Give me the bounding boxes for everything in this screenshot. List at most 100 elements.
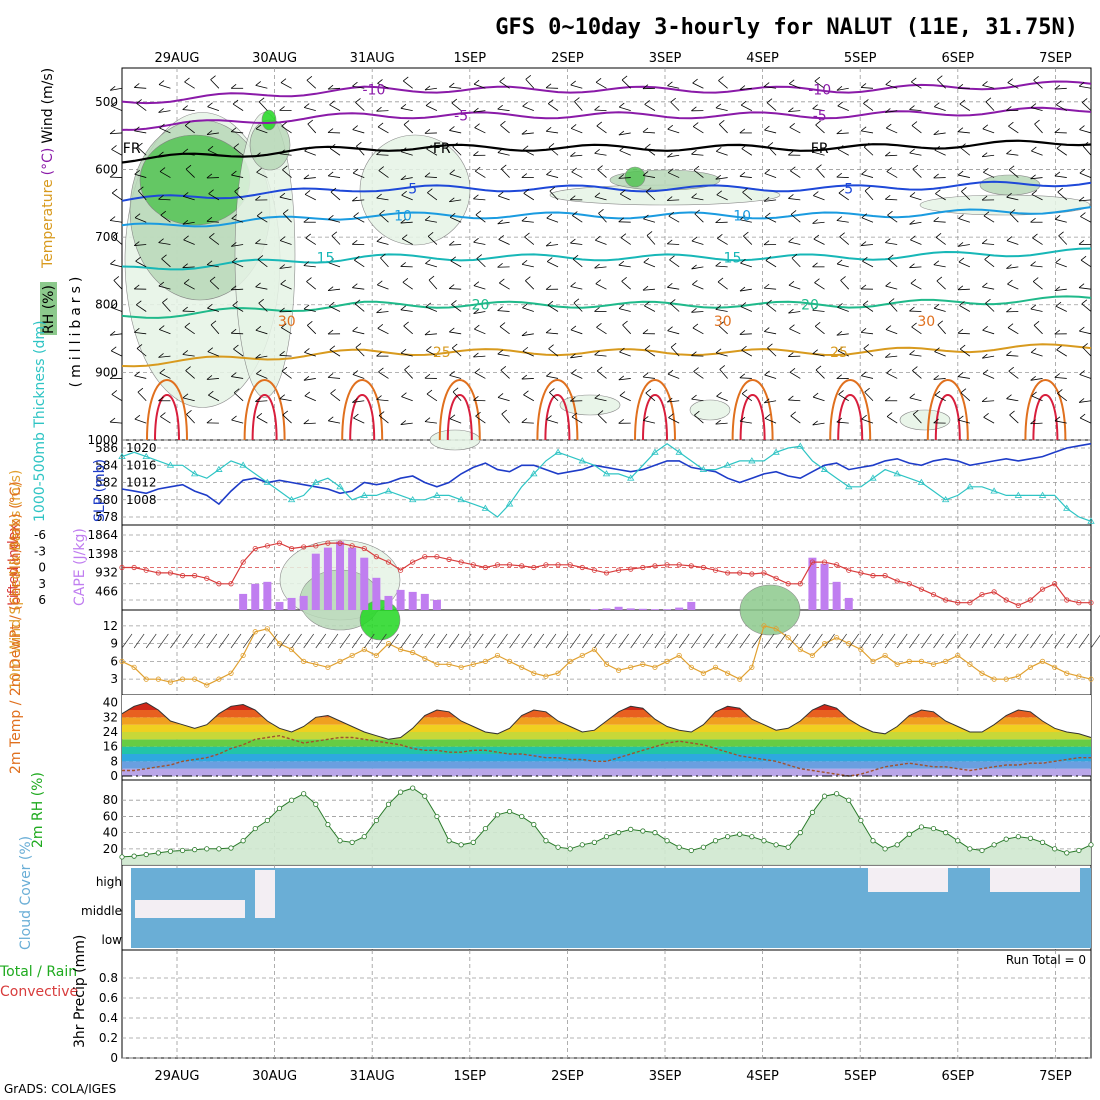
wind-speed-marker	[555, 670, 561, 676]
thickness-marker	[118, 452, 126, 460]
wind-barb	[305, 237, 317, 245]
wind-barb	[355, 102, 365, 111]
lifted-index-marker	[179, 573, 186, 579]
wind-barb-flag	[812, 262, 818, 268]
cape-bar	[372, 577, 381, 610]
thickness-marker	[166, 461, 175, 468]
wind-barb-flag	[113, 276, 120, 281]
wind-barb-flag	[981, 239, 988, 244]
wind-barb-flag	[231, 170, 237, 176]
rh2m-marker	[167, 848, 174, 854]
wind-barb-flag	[158, 396, 164, 402]
thickness-marker	[869, 474, 877, 481]
wind-barb-flag	[933, 217, 939, 222]
tick-label: 1008	[126, 493, 157, 507]
wind-barb-flag	[764, 169, 771, 174]
wind-barb	[861, 217, 874, 223]
wind-barb	[473, 285, 486, 290]
wind-barb	[500, 168, 510, 178]
date-label-bottom: 2SEP	[551, 1069, 584, 1084]
wind-barb-flag	[182, 105, 188, 110]
wind-barb	[717, 281, 728, 290]
lifted-index-marker	[288, 545, 295, 552]
wind-barb	[546, 174, 559, 178]
surface-wind-barb	[824, 633, 835, 649]
wind-barb-flag	[279, 149, 285, 155]
wind-barb-flag	[692, 280, 698, 285]
wind-barb	[303, 422, 316, 425]
temp-color-band	[122, 732, 1091, 740]
temp-line	[121, 702, 1092, 740]
surface-wind-barb	[666, 633, 678, 649]
rh-shading	[359, 134, 471, 246]
wind-barb-flag	[1079, 326, 1085, 332]
wind-barb-flag	[303, 217, 310, 223]
wind-barb	[449, 199, 462, 203]
wind-barb	[1081, 102, 1092, 111]
wind-barb	[619, 106, 631, 111]
wind-barb-flag	[861, 213, 868, 219]
wind-barb-flag	[692, 323, 699, 329]
wind-barb	[232, 103, 244, 111]
wind-barb	[812, 108, 825, 112]
wind-barb-flag	[619, 391, 626, 396]
wind-barb	[958, 174, 970, 178]
wind-barb	[933, 378, 946, 380]
wind-barb	[667, 373, 680, 379]
wind-speed-marker	[979, 670, 985, 676]
wind-barb	[449, 418, 462, 424]
lifted-index-marker	[930, 591, 937, 598]
wind-barb	[233, 392, 244, 402]
wind-barb	[450, 260, 462, 268]
wind-barb-flag	[691, 193, 697, 198]
lifted-index-marker	[167, 570, 174, 576]
lifted-index-marker	[325, 540, 331, 546]
isotherm-label: FR	[811, 141, 829, 157]
surface-wind-barb	[497, 633, 508, 649]
wind-barb-flag	[716, 190, 722, 196]
wind-barb	[739, 87, 752, 90]
wind-barb	[548, 147, 559, 156]
surface-wind-barb	[1042, 633, 1053, 649]
wind-barb-flag	[812, 305, 818, 311]
wind-barb	[888, 302, 898, 312]
dewpoint-line	[122, 734, 1091, 777]
cape-bar	[663, 609, 672, 610]
wind-barb-flag	[619, 189, 626, 195]
wind-barb-flag	[719, 365, 726, 370]
wind-barb	[570, 154, 583, 157]
wind-barb-flag	[790, 166, 796, 172]
thickness-marker	[966, 483, 974, 490]
date-label-top: 1SEP	[454, 51, 487, 66]
rh2m-marker	[276, 805, 283, 811]
wind-speed-marker	[918, 658, 925, 664]
wind-barb	[764, 331, 777, 335]
rh2m-marker	[422, 793, 428, 799]
wind-barb-flag	[352, 326, 358, 332]
wind-barb	[186, 414, 195, 424]
wind-speed-marker	[179, 676, 186, 682]
wind-barb-flag	[134, 213, 141, 219]
rh2m-marker	[749, 834, 755, 840]
wind-barb	[354, 259, 365, 268]
cape-bar	[650, 609, 659, 610]
isotherm-label: 5	[408, 181, 417, 197]
wind-barb-flag	[691, 149, 697, 155]
wind-barb-flag	[376, 351, 382, 357]
thickness-marker	[917, 478, 926, 485]
surface-wind-barb	[363, 633, 375, 649]
wind-barb	[645, 191, 656, 201]
wind-barb-flag	[473, 309, 479, 314]
slp-axis-label: SLP (mb)	[92, 459, 108, 522]
wind-barb-flag	[666, 397, 673, 403]
rh2m-marker	[725, 834, 731, 840]
wind-barb	[377, 284, 389, 290]
wind-barb-flag	[1030, 348, 1037, 353]
rh2m-marker	[809, 809, 816, 815]
wind-barb-flag	[1031, 146, 1037, 152]
wind-barb	[668, 417, 680, 424]
tick-label: 900	[95, 365, 118, 379]
wind-barb-flag	[378, 166, 385, 171]
wind-barb-flag	[666, 196, 673, 201]
wind-barb	[739, 377, 752, 379]
